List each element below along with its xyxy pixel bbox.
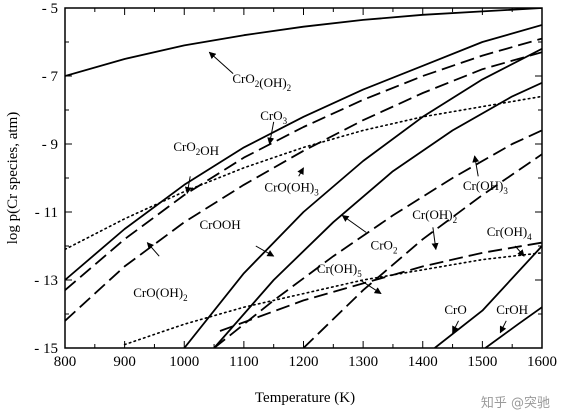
annotation-arrow [452,320,459,334]
annotation-arrow [208,51,234,74]
annotation-arrow [472,155,480,177]
curve-dotted [123,252,542,346]
x-tick-label: 1000 [169,354,199,370]
x-tick-label: 800 [54,354,77,370]
y-axis-label: log p(Cr species, atm) [5,112,21,244]
x-tick-label: 1400 [408,354,438,370]
curve-label: CrO(OH)2 [133,285,187,303]
y-tick-label: - 7 [42,69,59,85]
curve-dashed [302,153,542,348]
curve-dashed [65,37,542,291]
curve-label: Cr(OH)5 [317,261,362,279]
curve-label: CrOH [496,302,528,317]
curve-solid [65,24,542,281]
x-tick-label: 1600 [527,354,557,370]
annotation-arrow [267,121,275,145]
curve-label: CrOOH [199,217,240,232]
curve-dashed [219,241,542,332]
curve-dashed [213,129,542,348]
annotation-arrow [184,176,192,194]
curve-label: CrO2OH [173,139,219,158]
curves [65,8,542,348]
curve-label: CrO(OH)3 [264,180,319,198]
annotation-arrow [297,167,304,177]
annotation-arrow [359,279,382,295]
curve-solid [484,306,542,348]
x-axis-label: Temperature (K) [255,390,355,406]
y-tick-label: - 11 [35,205,58,221]
x-tick-label: 1300 [348,354,378,370]
annotation-arrow [431,227,439,251]
curve-dashed [65,51,542,322]
annotation-arrow [341,214,367,233]
y-tick-label: - 15 [34,341,58,357]
curve-solid [213,81,542,348]
tick-labels: 800 900 1000 1100 1200 1300 1400 1500 1600 - 15 - … [34,1,557,370]
annotations: CrO2(OH)2 CrO3 CrO2OH CrO(OH)3 CrOOH CrO(OH)2… [133,51,532,334]
curve-label: Cr(OH)4 [487,224,532,242]
annotation-arrow [514,245,525,257]
curve-solid [65,8,542,77]
y-tick-label: - 9 [42,137,58,153]
annotation-arrow [146,242,160,257]
curve-label: Cr(OH)2 [412,207,457,225]
y-tick-label: - 13 [34,273,58,289]
curve-solid [183,47,542,348]
curve-label: CrO2 [371,237,398,255]
x-tick-label: 1100 [229,354,258,370]
curve-label: CrO2(OH)2 [232,71,291,93]
x-tick-label: 1200 [289,354,319,370]
curve-dotted [65,95,542,251]
ticks [64,7,543,349]
watermark: 知乎 @突驰 [480,396,550,411]
curve-solid [434,245,542,348]
curve-label: Cr(OH)3 [463,178,508,196]
annotation-arrow [255,245,275,257]
curve-label: CrO3 [260,108,287,126]
x-tick-label: 900 [113,354,136,370]
y-tick-label: - 5 [42,1,58,17]
x-tick-label: 1500 [467,354,497,370]
curve-label: CrO [444,302,466,317]
annotation-arrow [499,320,507,334]
